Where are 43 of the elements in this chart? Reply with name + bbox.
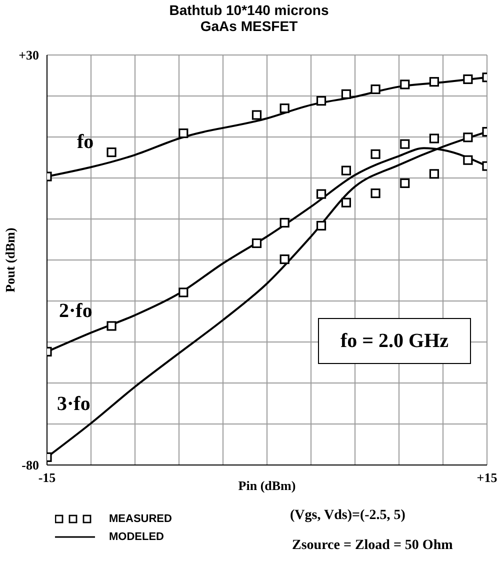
point: [106, 321, 116, 331]
point: [280, 218, 290, 228]
y-tick-label: -80: [22, 458, 39, 473]
series-label: 3·fo: [57, 393, 90, 416]
point: [252, 110, 262, 120]
point: [400, 139, 410, 149]
point: [341, 166, 351, 176]
point: [106, 147, 116, 158]
point: [178, 128, 188, 138]
point: [341, 198, 351, 208]
x-tick-label: -15: [38, 470, 56, 486]
point: [429, 134, 439, 144]
chart-subtitle: GaAs MESFET: [199, 18, 299, 34]
text: Zsource = Zload = 50 Ohm: [292, 538, 453, 554]
point: [370, 84, 380, 94]
y-axis-title: Pout (dBm): [2, 228, 18, 292]
point: [370, 188, 380, 198]
point: [463, 155, 473, 165]
point: [341, 89, 351, 99]
series-label: fo: [77, 130, 94, 154]
chart-title: Bathtub 10*140 microns: [168, 2, 330, 18]
point: [429, 77, 439, 87]
text: (Vgs, Vds)=(-2.5, 5): [290, 508, 406, 524]
point: [252, 238, 262, 248]
point: [400, 80, 410, 90]
series-label: 2·fo: [59, 300, 92, 323]
point: [463, 132, 473, 142]
y-tick-label: +30: [18, 48, 39, 63]
x-axis-title: Pin (dBm): [238, 478, 296, 493]
point: [178, 288, 188, 298]
point: [370, 149, 380, 159]
x-tick-label: +15: [476, 470, 498, 486]
point: [316, 189, 326, 199]
point: [280, 104, 290, 114]
point: [463, 74, 473, 84]
point: [400, 178, 410, 188]
legend-label: MEASURED: [109, 513, 172, 525]
point: [280, 254, 290, 264]
point: [316, 96, 326, 106]
text: MODELED: [109, 531, 164, 543]
point: [316, 220, 326, 231]
annotation: fo = 2.0 GHz: [318, 318, 471, 364]
point: [429, 169, 439, 179]
